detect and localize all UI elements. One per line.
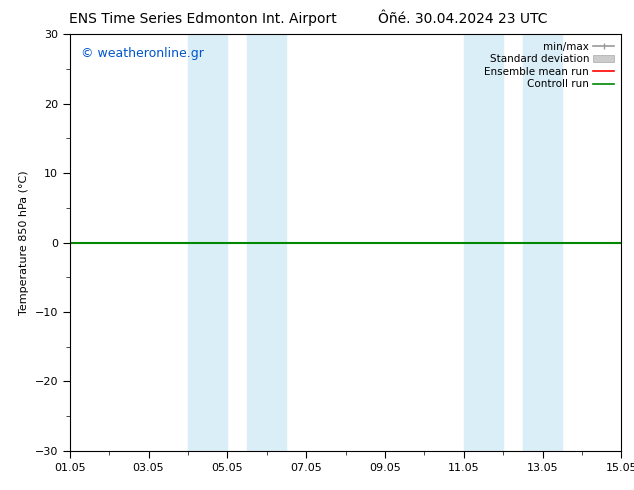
Text: © weatheronline.gr: © weatheronline.gr	[81, 47, 204, 60]
Bar	[188, 34, 228, 451]
Text: Ôñé. 30.04.2024 23 UTC: Ôñé. 30.04.2024 23 UTC	[378, 12, 548, 26]
Bar	[247, 34, 287, 451]
Text: ENS Time Series Edmonton Int. Airport: ENS Time Series Edmonton Int. Airport	[69, 12, 337, 26]
Bar	[523, 34, 562, 451]
Legend: min/max, Standard deviation, Ensemble mean run, Controll run: min/max, Standard deviation, Ensemble me…	[482, 40, 616, 92]
Bar	[463, 34, 503, 451]
Y-axis label: Temperature 850 hPa (°C): Temperature 850 hPa (°C)	[19, 170, 29, 315]
